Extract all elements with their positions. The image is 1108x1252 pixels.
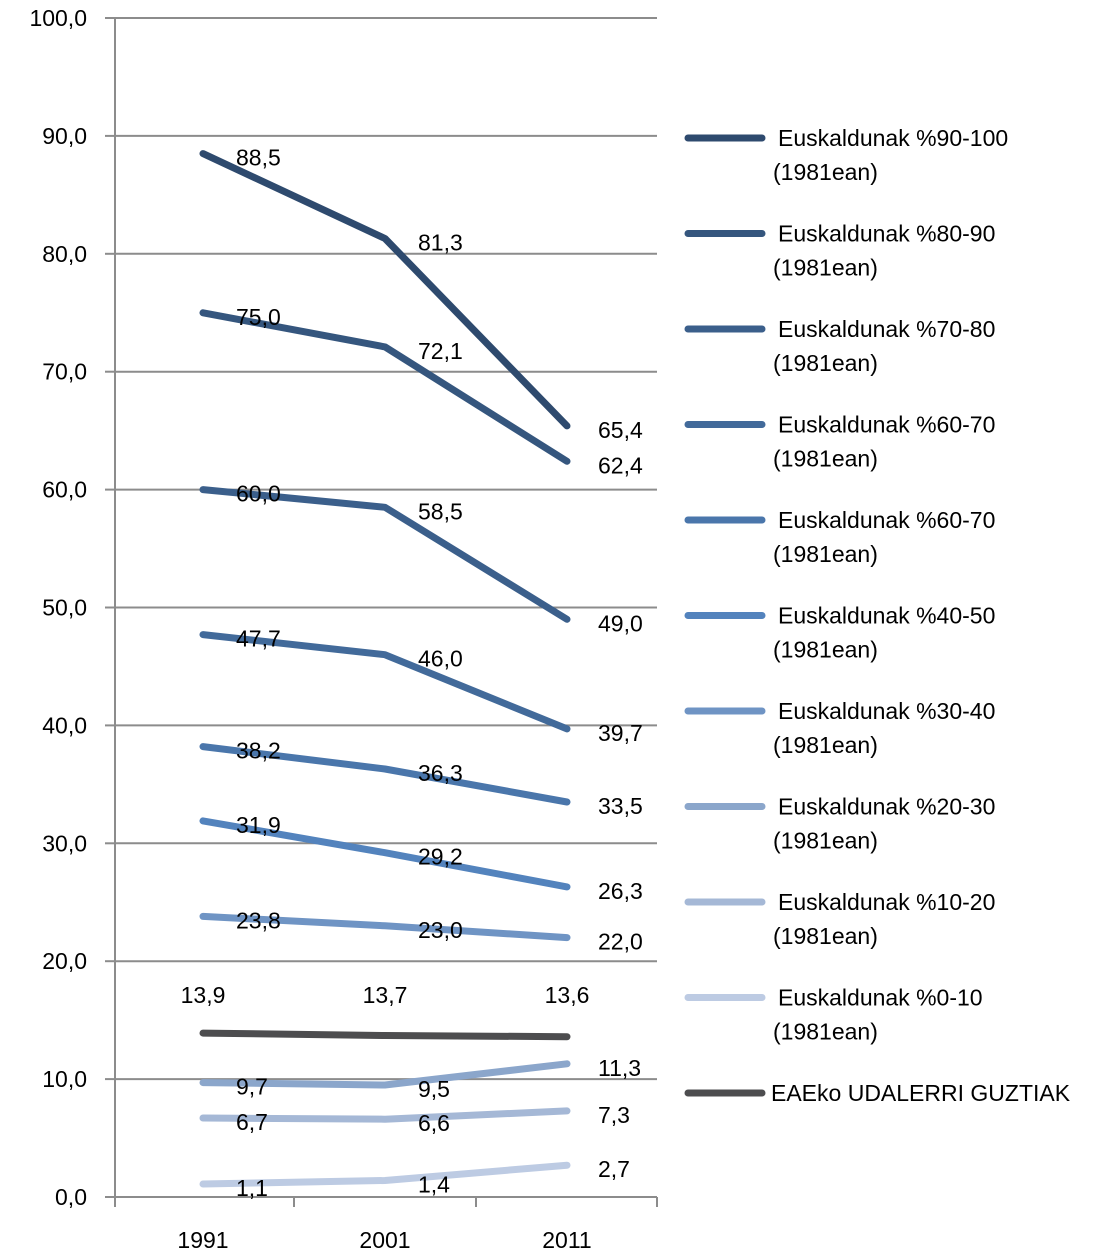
legend-label: Euskaldunak %80-90 <box>778 221 995 247</box>
data-label: 49,0 <box>598 610 643 636</box>
series-line <box>199 817 571 891</box>
data-label: 62,4 <box>598 452 643 478</box>
legend-label: (1981ean) <box>773 350 878 376</box>
y-tick-label: 20,0 <box>42 948 87 974</box>
data-label: 1,4 <box>418 1171 450 1197</box>
legend-label: (1981ean) <box>773 541 878 567</box>
legend-label: (1981ean) <box>773 159 878 185</box>
legend-label: (1981ean) <box>773 446 878 472</box>
y-tick-label: 50,0 <box>42 595 87 621</box>
data-label: 23,8 <box>236 907 281 933</box>
data-label: 81,3 <box>418 229 463 255</box>
data-label: 46,0 <box>418 646 463 672</box>
y-tick-label: 10,0 <box>42 1066 87 1092</box>
series-line <box>199 486 571 623</box>
data-label: 6,6 <box>418 1110 450 1136</box>
y-tick-label: 70,0 <box>42 359 87 385</box>
data-label: 75,0 <box>236 304 281 330</box>
y-tick-label: 40,0 <box>42 712 87 738</box>
series-line <box>199 912 571 942</box>
data-label: 13,6 <box>545 982 590 1008</box>
legend-label: EAEko UDALERRI GUZTIAK <box>771 1080 1071 1106</box>
legend-label: Euskaldunak %40-50 <box>778 603 995 629</box>
series-line <box>199 631 571 733</box>
y-tick-label: 80,0 <box>42 241 87 267</box>
data-labels: 88,5 81,3 65,4 75,0 72,1 62,4 60,0 58,5 49,0 47,7… <box>181 145 643 1201</box>
x-tick-label: 2001 <box>359 1227 410 1252</box>
data-label: 26,3 <box>598 878 643 904</box>
data-label: 11,3 <box>598 1055 641 1081</box>
data-label: 9,5 <box>418 1076 450 1102</box>
series-line <box>199 1060 571 1089</box>
data-label: 65,4 <box>598 417 643 443</box>
axes <box>105 17 658 1207</box>
data-label: 39,7 <box>598 720 643 746</box>
data-label: 2,7 <box>598 1156 630 1182</box>
series-line <box>199 1029 571 1041</box>
data-label: 36,3 <box>418 760 463 786</box>
legend-label: (1981ean) <box>773 923 878 949</box>
series-line <box>199 743 571 806</box>
y-axis-tick-labels: 0,0 10,0 20,0 30,0 40,0 50,0 60,0 70,0 80,0 90,0 1… <box>29 5 87 1210</box>
x-tick-label: 1991 <box>177 1227 228 1252</box>
series-lines <box>199 150 571 1188</box>
legend-label: (1981ean) <box>773 255 878 281</box>
data-label: 88,5 <box>236 145 281 171</box>
data-label: 13,9 <box>181 982 226 1008</box>
legend-label: (1981ean) <box>773 732 878 758</box>
y-tick-label: 100,0 <box>29 5 87 31</box>
legend-label: (1981ean) <box>773 828 878 854</box>
legend-label: (1981ean) <box>773 637 878 663</box>
y-tick-label: 30,0 <box>42 830 87 856</box>
data-label: 13,7 <box>363 982 408 1008</box>
x-tick-label: 2011 <box>542 1227 591 1252</box>
data-label: 58,5 <box>418 498 463 524</box>
data-label: 23,0 <box>418 917 463 943</box>
data-label: 29,2 <box>418 844 463 870</box>
y-tick-label: 0,0 <box>55 1184 87 1210</box>
legend-label: Euskaldunak %90-100 <box>778 125 1008 151</box>
legend-label: Euskaldunak %70-80 <box>778 316 995 342</box>
legend-label: Euskaldunak %30-40 <box>778 698 995 724</box>
legend-label: Euskaldunak %0-10 <box>778 985 983 1011</box>
legend-label: Euskaldunak %60-70 <box>778 507 995 533</box>
legend-label: Euskaldunak %60-70 <box>778 412 995 438</box>
series-line <box>199 1107 571 1123</box>
legend: Euskaldunak %90-100 (1981ean) Euskaldunak … <box>684 125 1071 1106</box>
legend-label: (1981ean) <box>773 1019 878 1045</box>
y-tick-label: 90,0 <box>42 123 87 149</box>
data-label: 9,7 <box>236 1074 268 1100</box>
data-label: 22,0 <box>598 929 643 955</box>
data-label: 6,7 <box>236 1109 268 1135</box>
data-label: 60,0 <box>236 481 281 507</box>
legend-label: Euskaldunak %10-20 <box>778 889 995 915</box>
gridlines <box>115 17 657 1081</box>
data-label: 7,3 <box>598 1102 630 1128</box>
series-line <box>199 309 571 465</box>
data-label: 31,9 <box>236 812 281 838</box>
data-label: 38,2 <box>236 738 281 764</box>
data-label: 47,7 <box>236 626 281 652</box>
x-axis-tick-labels: 1991 2001 2011 <box>177 1227 591 1252</box>
data-label: 1,1 <box>236 1175 268 1201</box>
series-line <box>199 150 571 430</box>
series-line <box>199 1161 571 1188</box>
y-tick-label: 60,0 <box>42 477 87 503</box>
legend-label: Euskaldunak %20-30 <box>778 794 995 820</box>
data-label: 33,5 <box>598 793 643 819</box>
data-label: 72,1 <box>418 338 463 364</box>
